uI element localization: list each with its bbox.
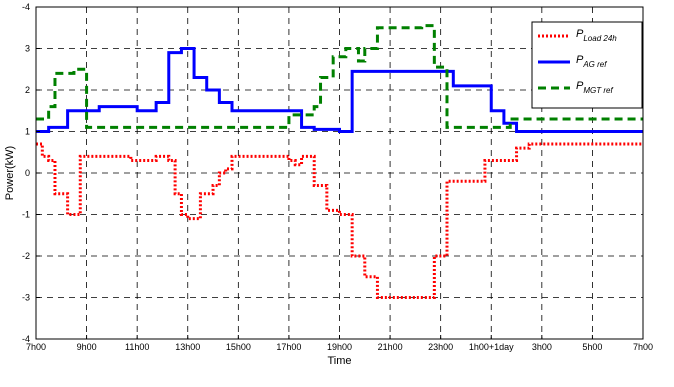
x-tick-label: 15h00 [226,342,251,352]
x-tick-label: 13h00 [175,342,200,352]
x-tick-label: 3h00 [532,342,552,352]
y-tick-label: -2 [22,251,30,261]
x-tick-label: 19h00 [327,342,352,352]
x-tick-label: 11h00 [125,342,149,352]
y-tick-label: -3 [22,293,30,303]
y-tick-label: 1 [25,127,30,137]
y-axis-ticks: -4 -3 -2 -1 0 1 2 3 -4 [22,2,40,344]
x-tick-label: 17h00 [276,342,301,352]
legend-subscript-2: AG ref [582,60,607,69]
series-line-1 [36,142,643,299]
x-tick-label: 23h00 [428,342,453,352]
y-tick-label: -1 [22,210,30,220]
x-tick-label: 21h00 [378,342,403,352]
y-tick-label: 3 [25,44,30,54]
x-tick-label: 1h00+1day [469,342,514,352]
series-line-2 [36,47,643,133]
x-tick-label: 5h00 [582,342,602,352]
y-tick-label: -4 [22,2,30,12]
x-axis-label: Time [327,355,351,367]
series-lines [36,24,643,299]
x-axis-ticks: 7h00 9h00 11h00 13h00 15h00 17h00 19h00 21h00 23… [26,335,653,352]
x-tick-label: 7h00 [26,342,46,352]
y-tick-label: -4 [22,334,30,344]
y-axis-label: Power(kW) [4,146,16,200]
series-line-3 [36,24,643,129]
legend-subscript-1: Load 24h [583,34,617,43]
y-tick-label: 0 [25,168,30,178]
x-tick-label: 9h00 [77,342,97,352]
y-tick-label: 2 [25,85,30,95]
legend-subscript-3: MGT ref [583,86,613,95]
x-tick-label: 7h00 [633,342,653,352]
